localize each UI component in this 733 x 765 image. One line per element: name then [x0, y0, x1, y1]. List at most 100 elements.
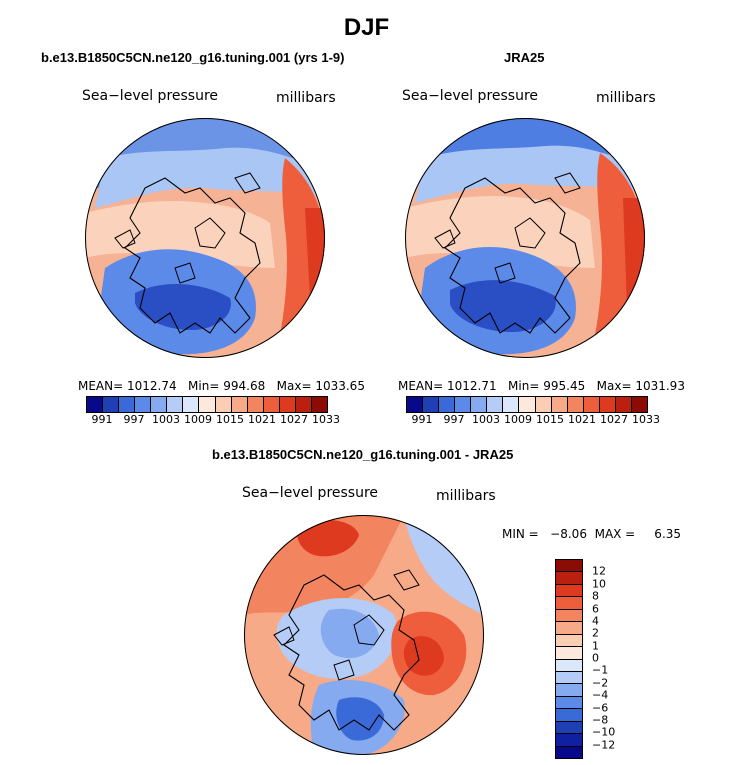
obs-colorbar-tick-label: 1009: [504, 413, 532, 426]
obs-islands: [434, 172, 581, 284]
obs-colorbar-swatch: [487, 397, 504, 412]
obs-colorbar-swatch: [423, 397, 440, 412]
model-colorbar-swatch: [119, 397, 136, 412]
obs-polar-map: [405, 118, 645, 358]
diff-colorbar-tick-label: 4: [592, 614, 599, 628]
diff-arctic-negative-core: [320, 608, 379, 659]
obs-colorbar-swatch: [407, 397, 424, 412]
model-colorbar-swatch: [199, 397, 216, 412]
model-colorbar-tick-label: 997: [123, 413, 145, 426]
obs-panel-title: JRA25: [504, 50, 545, 65]
obs-colorbar-swatch: [583, 397, 600, 412]
obs-blue-band: [415, 145, 645, 203]
obs-colorbar-swatch: [551, 397, 568, 412]
diff-colorbar-tick-label: −4: [592, 688, 609, 702]
obs-colorbar-tick-label: 1027: [600, 413, 628, 426]
diff-colorbar-swatch: [556, 560, 582, 573]
diff-colorbar-swatch: [556, 696, 582, 710]
diff-colorbar-tick-label: 6: [592, 602, 599, 615]
model-units-label: millibars: [276, 90, 336, 106]
diff-islands: [273, 569, 420, 681]
diff-colorbar-swatch: [556, 721, 582, 735]
obs-colorbar-tick-label: 1021: [568, 413, 596, 426]
model-icelandic-low-core: [135, 283, 231, 331]
diff-colorbar-tick-label: 10: [592, 577, 606, 591]
diff-colorbar-tick-label: −12: [592, 738, 616, 752]
model-colorbar-tick-label: 1015: [216, 413, 244, 426]
diff-colorbar-swatch: [556, 634, 582, 648]
diff-colorbar-tick-label: −10: [592, 725, 616, 739]
model-colorbar-swatch: [87, 397, 104, 412]
obs-colorbar-swatch: [455, 397, 472, 412]
diff-pacific-positive-core: [297, 519, 359, 557]
diff-colorbar-ticks: 12 10 8 6 4 2 1 0 −1 −2 −4 −6 −8 −10 −12: [592, 559, 632, 757]
model-colorbar-swatch: [167, 397, 184, 412]
model-colorbar-tick-label: 1009: [184, 413, 212, 426]
model-colorbar-swatch: [263, 397, 280, 412]
diff-colorbar-tick-label: −8: [592, 713, 609, 727]
diff-colorbar-tick-label: 8: [592, 589, 599, 603]
obs-colorbar-tick-label: 1003: [472, 413, 500, 426]
model-colorbar: [86, 396, 328, 413]
model-colorbar-swatch: [247, 397, 264, 412]
diff-colorbar-swatch: [556, 572, 582, 585]
model-colorbar-swatch: [279, 397, 296, 412]
obs-colorbar-swatch: [503, 397, 520, 412]
diff-colorbar-swatch: [556, 647, 582, 660]
model-colorbar-swatch: [183, 397, 200, 412]
model-blue-band: [95, 147, 325, 208]
diff-panel-title: b.e13.B1850C5CN.ne120_g16.tuning.001 - J…: [212, 447, 514, 462]
obs-colorbar-swatch: [535, 397, 552, 412]
diff-colorbar-tick-label: 2: [592, 626, 599, 640]
diff-coastlines: [283, 574, 420, 731]
obs-colorbar-swatch: [567, 397, 584, 412]
diff-colorbar-swatch: [556, 734, 582, 747]
obs-colorbar-swatch: [599, 397, 616, 412]
diff-colorbar-tick-label: 12: [592, 564, 606, 578]
model-colorbar-swatch: [215, 397, 232, 412]
model-colorbar-swatch: [295, 397, 312, 412]
obs-colorbar-tick-label: 1033: [632, 413, 660, 426]
diff-atlantic-negative-core: [336, 697, 384, 741]
diff-colorbar-tick-label: 1: [592, 639, 599, 653]
obs-icelandic-low-core: [450, 280, 556, 333]
obs-stats: MEAN= 1012.71 Min= 995.45 Max= 1031.93: [398, 379, 685, 393]
obs-colorbar-swatch: [615, 397, 632, 412]
diff-colorbar: [555, 559, 583, 759]
model-colorbar-swatch: [231, 397, 248, 412]
diff-units-label: millibars: [436, 488, 496, 504]
diff-colorbar-swatch: [556, 622, 582, 635]
diff-colorbar-tick-label: 0: [592, 651, 599, 665]
model-colorbar-tick-label: 1003: [152, 413, 180, 426]
obs-colorbar: [406, 396, 648, 413]
diff-colorbar-swatch: [556, 684, 582, 697]
model-colorbar-tick-label: 1021: [248, 413, 276, 426]
model-islands: [114, 172, 261, 284]
diff-variable-label: Sea−level pressure: [242, 485, 379, 501]
diff-colorbar-swatch: [556, 609, 582, 623]
model-colorbar-tick-label: 1033: [312, 413, 340, 426]
diff-polar-map: [244, 515, 484, 755]
obs-colorbar-swatch: [519, 397, 536, 412]
model-colorbar-swatch: [135, 397, 152, 412]
diff-colorbar-swatch: [556, 746, 582, 758]
model-colorbar-swatch: [311, 397, 327, 412]
model-colorbar-swatch: [151, 397, 168, 412]
obs-colorbar-tick-label: 991: [411, 413, 433, 426]
main-title: DJF: [343, 14, 390, 41]
model-panel-title: b.e13.B1850C5CN.ne120_g16.tuning.001 (yr…: [41, 50, 345, 65]
diff-colorbar-tick-label: −6: [592, 701, 609, 714]
diff-colorbar-tick-label: −1: [592, 663, 609, 677]
model-colorbar-tick-label: 991: [91, 413, 113, 426]
model-variable-label: Sea−level pressure: [82, 88, 219, 104]
model-colorbar-tick-label: 1027: [280, 413, 308, 426]
diff-colorbar-swatch: [556, 709, 582, 722]
obs-colorbar-swatch: [631, 397, 647, 412]
obs-colorbar-tick-label: 1015: [536, 413, 564, 426]
model-polar-map: [85, 118, 325, 358]
obs-units-label: millibars: [596, 90, 656, 106]
model-coastlines: [124, 177, 261, 334]
diff-stats: MIN = −8.06 MAX = 6.35: [502, 527, 682, 541]
diff-colorbar-swatch: [556, 597, 582, 610]
obs-colorbar-swatch: [471, 397, 488, 412]
